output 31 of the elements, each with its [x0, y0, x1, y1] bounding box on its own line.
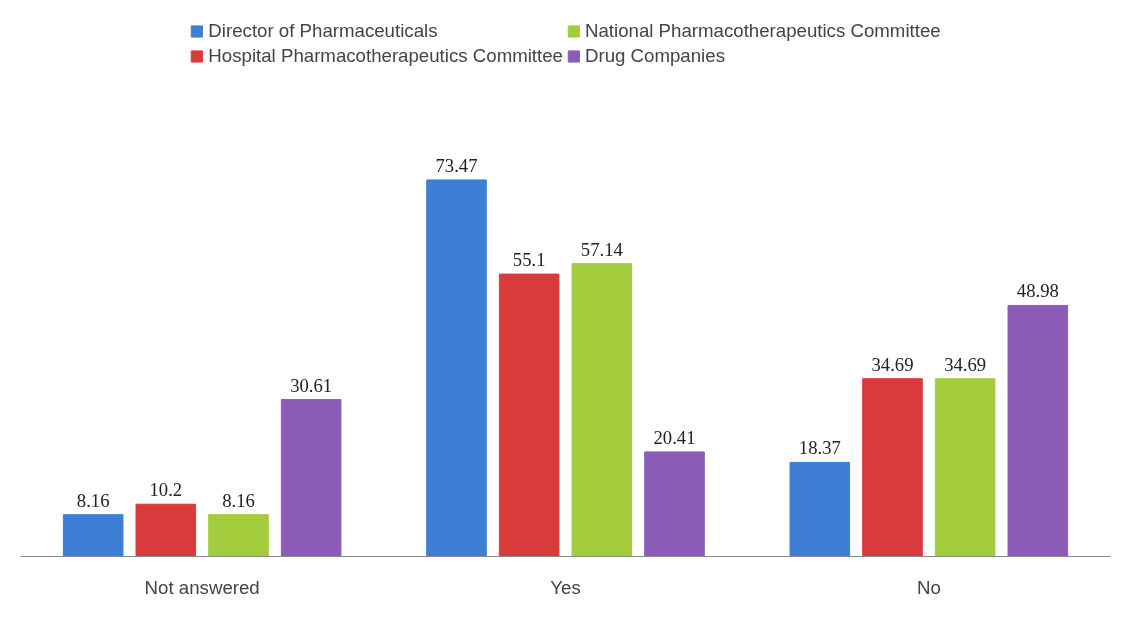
data-label: 20.41 — [653, 426, 696, 448]
bar — [498, 273, 560, 557]
legend-label: Drug Companies — [584, 45, 725, 67]
bar — [644, 451, 705, 557]
bar — [280, 399, 342, 557]
bar — [862, 378, 923, 557]
data-label: 8.16 — [222, 489, 255, 511]
data-label: 55.1 — [512, 249, 546, 271]
data-label: 8.16 — [76, 489, 110, 511]
bar — [426, 179, 487, 557]
legend-label: Hospital Pharmacotherapeutics Committee — [208, 45, 563, 67]
data-label: 34.69 — [871, 353, 914, 375]
data-label: 57.14 — [580, 238, 624, 260]
data-label: 48.98 — [1016, 280, 1059, 302]
legend-label: Director of Pharmaceuticals — [208, 20, 438, 42]
bar — [208, 514, 269, 557]
bar — [934, 378, 996, 557]
bar — [789, 461, 851, 557]
data-label: 34.69 — [944, 353, 987, 375]
bar — [1007, 304, 1069, 557]
bar — [571, 263, 633, 557]
legend-label: National Pharmacotherapeutics Committee — [584, 20, 941, 42]
x-tick-label: No — [916, 576, 941, 598]
bar — [135, 503, 197, 557]
bar — [62, 514, 124, 557]
data-label: 30.61 — [290, 374, 333, 396]
data-label: 10.2 — [149, 479, 183, 501]
x-tick-label: Not answered — [144, 576, 260, 598]
data-label: 73.47 — [435, 154, 478, 176]
x-tick-label: Yes — [550, 576, 581, 598]
data-label: 18.37 — [798, 437, 841, 459]
